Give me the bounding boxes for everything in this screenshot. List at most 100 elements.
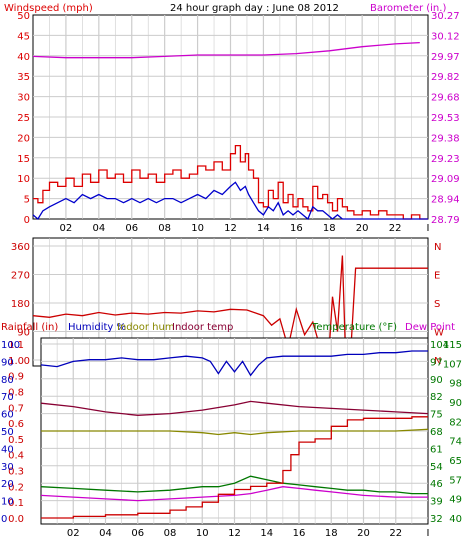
top-x-tick-label: 12 xyxy=(224,223,237,234)
bottom-x-tick-label: 18 xyxy=(325,528,338,539)
temp2-tick-label: 90 xyxy=(449,398,462,409)
temp2-tick-label: 115 xyxy=(443,340,462,351)
compass-tick-label: W xyxy=(434,328,444,339)
top-x-tick-label: 14 xyxy=(257,223,270,234)
windspeed-tick-label: 35 xyxy=(17,72,30,83)
barometer-tick-label: 29.09 xyxy=(431,174,460,185)
dewpoint-axis-label: Dew Point xyxy=(405,322,455,333)
top-x-tick-label: 22 xyxy=(389,223,402,234)
humidity-tick-label: 20 xyxy=(1,479,14,490)
temp1-tick-label: 75 xyxy=(430,410,443,421)
barometer-tick-label: 29.23 xyxy=(431,154,460,165)
barometer-ticks: 28.79 28.94 29.09 29.23 29.38 29.53 29.68 29.82… xyxy=(431,11,460,226)
temp1-tick-label: 82 xyxy=(430,392,443,403)
bottom-x-tick-label: 20 xyxy=(357,528,370,539)
winddir-line xyxy=(32,255,428,362)
compass-ticks: N E S W N xyxy=(434,242,444,367)
gust_avg-line xyxy=(32,181,428,221)
barometer-tick-label: 29.82 xyxy=(431,72,460,83)
humidity-tick-label: 10 xyxy=(1,497,14,508)
temp2-tick-label: 57 xyxy=(449,475,462,486)
windspeed-tick-label: 20 xyxy=(17,133,30,144)
barometer-line xyxy=(32,41,420,59)
humidity-axis-label: Humidity % xyxy=(68,322,126,333)
rain-tick-label: 0.3 xyxy=(8,467,24,478)
temp1-tick-label: 46 xyxy=(430,479,443,490)
windspeed-ticks: 0 5 10 15 20 25 30 35 40 45 50 xyxy=(17,11,30,226)
bottom-x-tick-label: 14 xyxy=(260,528,273,539)
bottom-x-tick-label: 12 xyxy=(228,528,241,539)
barometer-tick-label: 29.53 xyxy=(431,113,460,124)
temp1-tick-label: 90 xyxy=(430,375,443,386)
windspeed-tick-label: 5 xyxy=(24,195,30,206)
bottom-x-tick-label: 16 xyxy=(293,528,306,539)
bottom-x-ticks: 02 04 06 08 10 12 14 16 18 20 22 I xyxy=(67,528,430,539)
rain-tick-label: 0.4 xyxy=(8,451,24,462)
humidity-tick-label: 40 xyxy=(1,444,14,455)
humidity-tick-label: 30 xyxy=(1,462,14,473)
compass-tick-label: S xyxy=(434,299,440,310)
top-x-tick-label: 18 xyxy=(323,223,336,234)
top-series xyxy=(32,41,428,221)
top-x-tick-label: 02 xyxy=(60,223,73,234)
indoor-temp-axis-label: Indoor temp xyxy=(172,322,233,333)
windspeed-tick-label: 10 xyxy=(17,174,30,185)
temp1-tick-label: 54 xyxy=(430,462,443,473)
windspeed-tick-label: 0 xyxy=(24,215,30,226)
windspeed-tick-label: 45 xyxy=(17,31,30,42)
winddir-tick-label: 360 xyxy=(11,242,30,253)
winddir-ticks: 0 90 180 270 360 xyxy=(11,242,30,367)
winddir-tick-label: 90 xyxy=(17,328,30,339)
chart-title: 24 hour graph day : June 08 2012 xyxy=(170,3,339,14)
barometer-tick-label: 30.27 xyxy=(431,11,460,22)
windspeed-tick-label: 30 xyxy=(17,93,30,104)
compass-tick-label: E xyxy=(434,271,440,282)
rain-tick-label: 0.2 xyxy=(8,482,24,493)
temperature-axis-label: Temperature (°F) xyxy=(311,322,397,333)
mid-series xyxy=(32,255,428,362)
winddir-tick-label: 180 xyxy=(11,299,30,310)
humidity-tick-label: 70 xyxy=(1,392,14,403)
winddir-tick-label: 0 xyxy=(24,356,30,367)
bottom-x-tick-label: 04 xyxy=(99,528,112,539)
windspeed-tick-label: 40 xyxy=(17,52,30,63)
bottom-series xyxy=(40,350,429,519)
rain-tick-label: 0.9 xyxy=(8,372,24,383)
temperature-line xyxy=(40,475,428,495)
top-x-tick-label: 08 xyxy=(158,223,171,234)
top-grid xyxy=(33,15,428,219)
top-x-tick-label: 20 xyxy=(356,223,369,234)
temp1-tick-label: 32 xyxy=(430,514,443,525)
bottom-x-tick-label: 10 xyxy=(196,528,209,539)
dew_point-line xyxy=(40,486,428,502)
barometer-tick-label: 28.94 xyxy=(431,195,460,206)
rain-tick-label: 1.1 xyxy=(8,340,24,351)
temp1-tick-label: 68 xyxy=(430,427,443,438)
temp1-tick-label: 61 xyxy=(430,444,443,455)
windspeed-axis-label: Windspeed (mph) xyxy=(4,3,93,14)
barometer-tick-label: 29.97 xyxy=(431,52,460,63)
bottom-x-tick-label: 22 xyxy=(389,528,402,539)
compass-tick-label: N xyxy=(434,356,441,367)
rainfall-line xyxy=(41,416,428,519)
humidity-tick-label: 50 xyxy=(1,427,14,438)
top-x-tick-label: 06 xyxy=(125,223,138,234)
humidity-tick-label: 100 xyxy=(1,340,20,351)
humidity-line xyxy=(40,350,428,377)
rain-tick-label: 0.7 xyxy=(8,403,24,414)
barometer-axis-label: Barometer (in.) xyxy=(370,3,446,14)
compass-tick-label: N xyxy=(434,242,441,253)
top-x-ticks: 02 04 06 08 10 12 14 16 18 20 22 I xyxy=(60,223,430,234)
indoor-hum-axis-label: Indoor hum xyxy=(117,322,175,333)
humidity-tick-label: 90 xyxy=(1,357,14,368)
windspeed-tick-label: 25 xyxy=(17,113,30,124)
bottom-x-tick-label: 08 xyxy=(164,528,177,539)
temp1-tick-label: 104 xyxy=(430,340,449,351)
rain-tick-label: 1.0 xyxy=(8,356,24,367)
rain-tick-label: 0.0 xyxy=(8,514,24,525)
bottom-x-tick-label: 02 xyxy=(67,528,80,539)
wind-line xyxy=(33,144,428,220)
barometer-tick-label: 28.79 xyxy=(431,215,460,226)
